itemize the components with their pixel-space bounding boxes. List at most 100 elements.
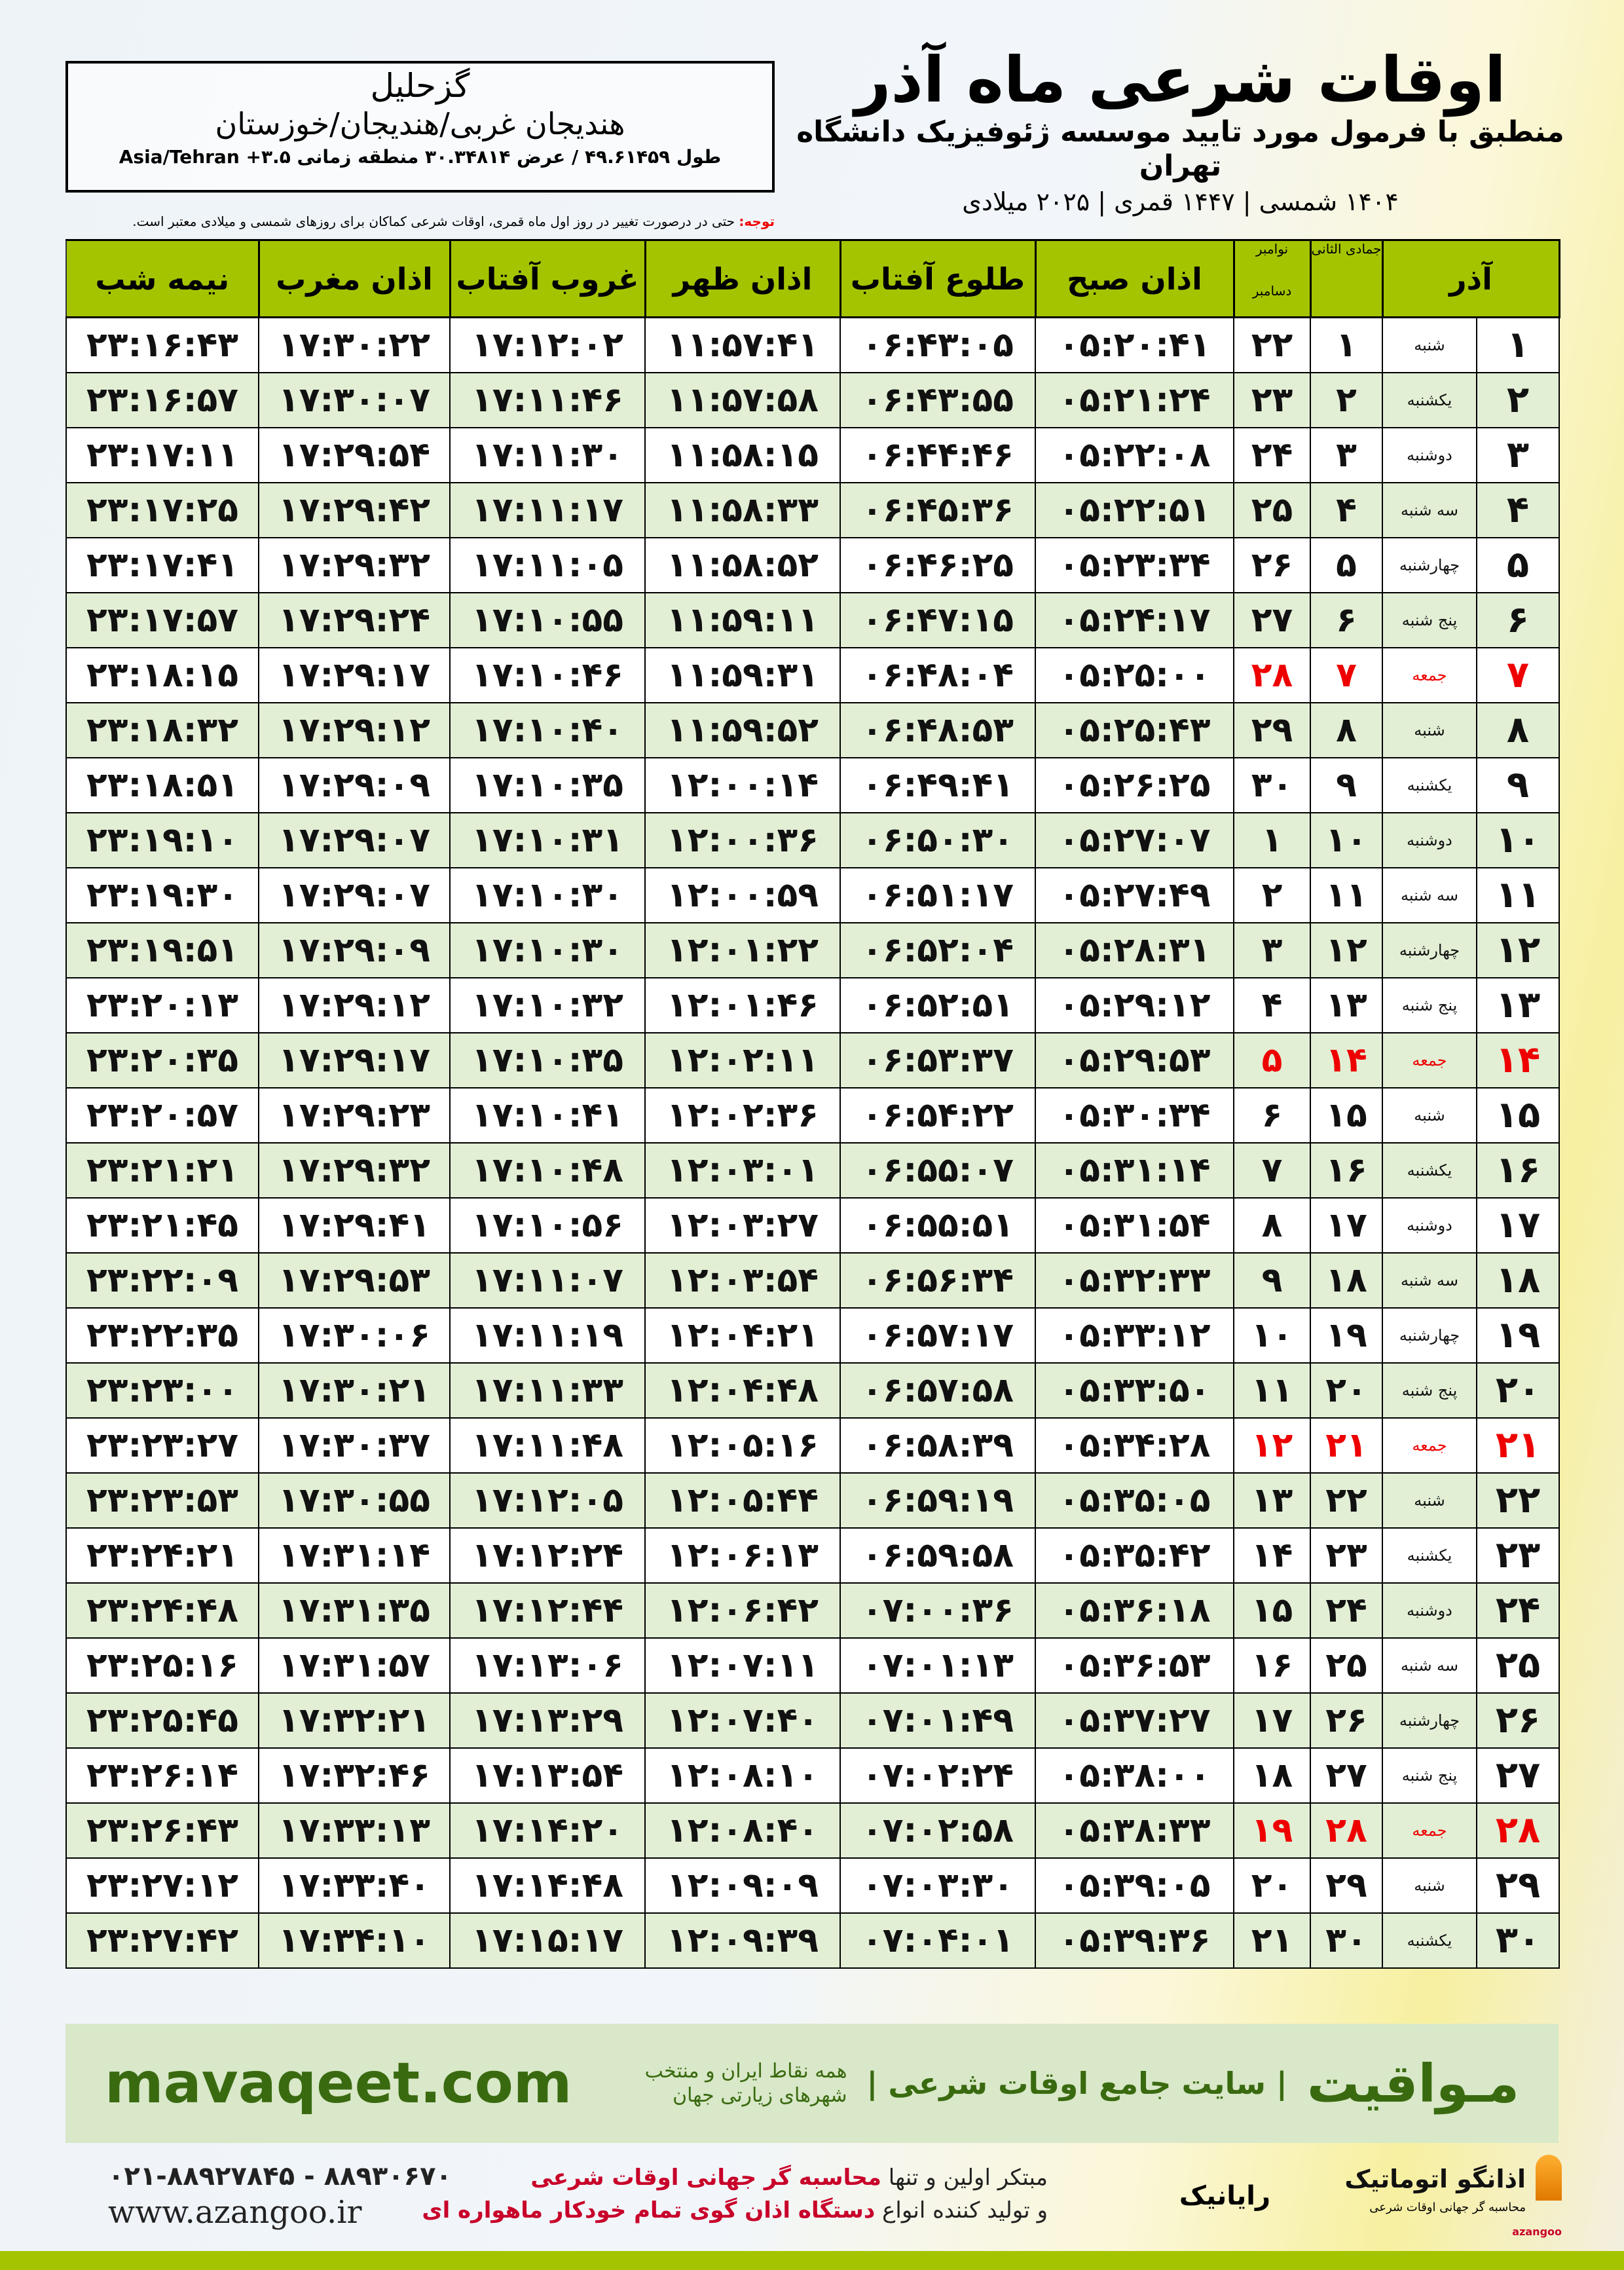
year-line: ۱۴۰۴ شمسی | ۱۴۴۷ قمری | ۲۰۲۵ میلادی — [962, 187, 1399, 217]
maghrib-time: ۱۷:۳۱:۵۷ — [258, 1637, 451, 1694]
table-row: ۲۰ پنج شنبه ۲۰ ۱۱ ۰۵:۳۳:۵۰ ۰۶:۵۷:۵۸ ۱۲:۰۴:۴۸ ۱۷… — [65, 1362, 1560, 1419]
dhuhr-time: ۱۲:۰۲:۳۶ — [644, 1087, 841, 1144]
midnight-time: ۲۳:۱۸:۱۵ — [65, 646, 259, 703]
day-number: ۷ — [1476, 646, 1560, 703]
hijri-day: ۸ — [1310, 701, 1383, 758]
sunrise-time: ۰۶:۵۱:۱۷ — [840, 866, 1036, 923]
weekday: شنبه — [1381, 701, 1478, 758]
table-row: ۷ جمعه ۷ ۲۸ ۰۵:۲۵:۰۰ ۰۶:۴۸:۰۴ ۱۱:۵۹:۳۱ ۱۷:۱۰:۴۶… — [65, 646, 1560, 703]
dhuhr-time: ۱۲:۰۶:۱۳ — [644, 1527, 841, 1584]
table-row: ۲۳ یکشنبه ۲۳ ۱۴ ۰۵:۳۵:۴۲ ۰۶:۵۹:۵۸ ۱۲:۰۶:۱۳ ۱۷:۱… — [65, 1527, 1560, 1584]
azangoo-url[interactable]: www.azangoo.ir — [108, 2194, 362, 2231]
dhuhr-time: ۱۱:۵۷:۴۱ — [644, 316, 841, 373]
day-number: ۴ — [1476, 481, 1560, 538]
fajr-time: ۰۵:۳۵:۴۲ — [1035, 1527, 1234, 1584]
gregorian-day: ۲۷ — [1233, 591, 1311, 648]
sunset-time: ۱۷:۱۰:۴۰ — [449, 701, 646, 758]
sunset-time: ۱۷:۱۴:۲۰ — [449, 1802, 646, 1859]
hijri-day: ۱۱ — [1310, 866, 1383, 923]
midnight-time: ۲۳:۱۷:۱۱ — [65, 426, 259, 483]
maghrib-time: ۱۷:۳۰:۲۱ — [258, 1362, 451, 1419]
weekday: چهارشنبه — [1381, 1307, 1478, 1364]
dhuhr-time: ۱۲:۰۸:۱۰ — [644, 1747, 841, 1804]
note-text: حتی در درصورت تغییر در روز اول ماه قمری،… — [132, 214, 739, 229]
day-number: ۳۰ — [1476, 1912, 1560, 1969]
maghrib-time: ۱۷:۳۲:۲۱ — [258, 1692, 451, 1749]
hijri-day: ۹ — [1310, 756, 1383, 813]
sunset-time: ۱۷:۱۵:۱۷ — [449, 1912, 646, 1969]
weekday: یکشنبه — [1381, 1142, 1478, 1199]
maghrib-time: ۱۷:۲۹:۱۲ — [258, 701, 451, 758]
sunrise-time: ۰۶:۴۹:۴۱ — [840, 756, 1036, 813]
gregorian-day: ۱۸ — [1233, 1747, 1311, 1804]
azangoo-logo-sub: محاسبه گر جهانی اوقات شرعی — [1369, 2201, 1526, 2214]
fajr-time: ۰۵:۲۱:۲۴ — [1035, 371, 1234, 428]
sunrise-time: ۰۶:۴۳:۵۵ — [840, 371, 1036, 428]
weekday: جمعه — [1381, 1417, 1478, 1474]
dhuhr-time: ۱۱:۵۸:۳۳ — [644, 481, 841, 538]
table-row: ۲۱ جمعه ۲۱ ۱۲ ۰۵:۳۴:۲۸ ۰۶:۵۸:۳۹ ۱۲:۰۵:۱۶ ۱۷:۱۱:… — [65, 1417, 1560, 1474]
dhuhr-time: ۱۱:۵۹:۳۱ — [644, 646, 841, 703]
maghrib-time: ۱۷:۲۹:۱۷ — [258, 1032, 451, 1088]
sunset-time: ۱۷:۱۲:۴۴ — [449, 1582, 646, 1639]
col-midnight: نیمه شب — [65, 239, 260, 318]
day-number: ۲ — [1476, 371, 1560, 428]
sunrise-time: ۰۶:۵۳:۳۷ — [840, 1032, 1036, 1088]
weekday: یکشنبه — [1381, 1527, 1478, 1584]
dhuhr-time: ۱۲:۰۶:۴۲ — [644, 1582, 841, 1639]
sunrise-time: ۰۶:۴۳:۰۵ — [840, 316, 1036, 373]
gregorian-day: ۴ — [1233, 977, 1311, 1033]
dhuhr-time: ۱۲:۰۰:۵۹ — [644, 866, 841, 923]
fajr-time: ۰۵:۲۴:۱۷ — [1035, 591, 1234, 648]
sunset-time: ۱۷:۱۴:۴۸ — [449, 1857, 646, 1914]
sunset-time: ۱۷:۱۳:۲۹ — [449, 1692, 646, 1749]
sunrise-time: ۰۶:۵۵:۰۷ — [840, 1142, 1036, 1199]
mosque-icon — [1536, 2155, 1562, 2201]
hijri-day: ۱۰ — [1310, 811, 1383, 868]
hijri-day: ۴ — [1310, 481, 1383, 538]
maghrib-time: ۱۷:۳۳:۱۳ — [258, 1802, 451, 1859]
gregorian-day: ۷ — [1233, 1142, 1311, 1199]
table-row: ۳۰ یکشنبه ۳۰ ۲۱ ۰۵:۳۹:۳۶ ۰۷:۰۴:۰۱ ۱۲:۰۹:۳۹ ۱۷:۱… — [65, 1912, 1560, 1969]
hijri-day: ۱ — [1310, 316, 1383, 373]
fajr-time: ۰۵:۲۷:۴۹ — [1035, 866, 1234, 923]
page-header: اوقات شرعی ماه آذر منطبق با فرمول مورد ت… — [796, 45, 1565, 218]
maghrib-time: ۱۷:۲۹:۰۷ — [258, 866, 451, 923]
hijri-day: ۱۲ — [1310, 921, 1383, 978]
weekday: یکشنبه — [1381, 1912, 1478, 1969]
gregorian-day: ۲۸ — [1233, 646, 1311, 703]
midnight-time: ۲۳:۲۳:۲۷ — [65, 1417, 259, 1474]
site-url[interactable]: mavaqeet.com — [105, 2051, 572, 2116]
slogan: | سایت جامع اوقات شرعی | — [866, 2066, 1287, 2101]
gregorian-day: ۳۰ — [1233, 756, 1311, 813]
day-number: ۵ — [1476, 536, 1560, 593]
hijri-day: ۷ — [1310, 646, 1383, 703]
dhuhr-time: ۱۲:۰۱:۴۶ — [644, 977, 841, 1033]
prayer-times-table: آذر جمادی الثانی نوامبر دسامبر اذان صبح ط… — [65, 239, 1560, 1969]
midnight-time: ۲۳:۱۷:۵۷ — [65, 591, 259, 648]
day-number: ۲۰ — [1476, 1362, 1560, 1419]
sunrise-time: ۰۶:۵۹:۱۹ — [840, 1472, 1036, 1529]
azangoo-logo: اذانگو اتوماتیک — [1344, 2165, 1526, 2193]
maghrib-time: ۱۷:۲۹:۲۴ — [258, 591, 451, 648]
gregorian-day: ۱۱ — [1233, 1362, 1311, 1419]
weekday: جمعه — [1381, 1032, 1478, 1088]
sunset-time: ۱۷:۱۱:۴۸ — [449, 1417, 646, 1474]
sunset-time: ۱۷:۱۰:۵۵ — [449, 591, 646, 648]
table-row: ۹ یکشنبه ۹ ۳۰ ۰۵:۲۶:۲۵ ۰۶:۴۹:۴۱ ۱۲:۰۰:۱۴ ۱۷:۱۰:… — [65, 756, 1560, 813]
table-row: ۵ چهارشنبه ۵ ۲۶ ۰۵:۲۳:۳۴ ۰۶:۴۶:۲۵ ۱۱:۵۸:۵۲ ۱۷:۱… — [65, 536, 1560, 593]
gregorian-day: ۲۱ — [1233, 1912, 1311, 1969]
fajr-time: ۰۵:۳۹:۳۶ — [1035, 1912, 1234, 1969]
dhuhr-time: ۱۱:۵۸:۱۵ — [644, 426, 841, 483]
sunrise-time: ۰۶:۴۵:۳۶ — [840, 481, 1036, 538]
gregorian-day: ۲۴ — [1233, 426, 1311, 483]
maghrib-time: ۱۷:۲۹:۴۲ — [258, 481, 451, 538]
col-sunset: غروب آفتاب — [449, 239, 646, 318]
sunset-time: ۱۷:۱۰:۳۵ — [449, 756, 646, 813]
gregorian-day: ۸ — [1233, 1197, 1311, 1254]
footer-banner: مـواقیت | سایت جامع اوقات شرعی | همه نقا… — [65, 2024, 1559, 2143]
sunrise-time: ۰۷:۰۳:۳۰ — [840, 1857, 1036, 1914]
maghrib-time: ۱۷:۳۰:۵۵ — [258, 1472, 451, 1529]
midnight-time: ۲۳:۲۰:۵۷ — [65, 1087, 259, 1144]
sunrise-time: ۰۷:۰۲:۲۴ — [840, 1747, 1036, 1804]
